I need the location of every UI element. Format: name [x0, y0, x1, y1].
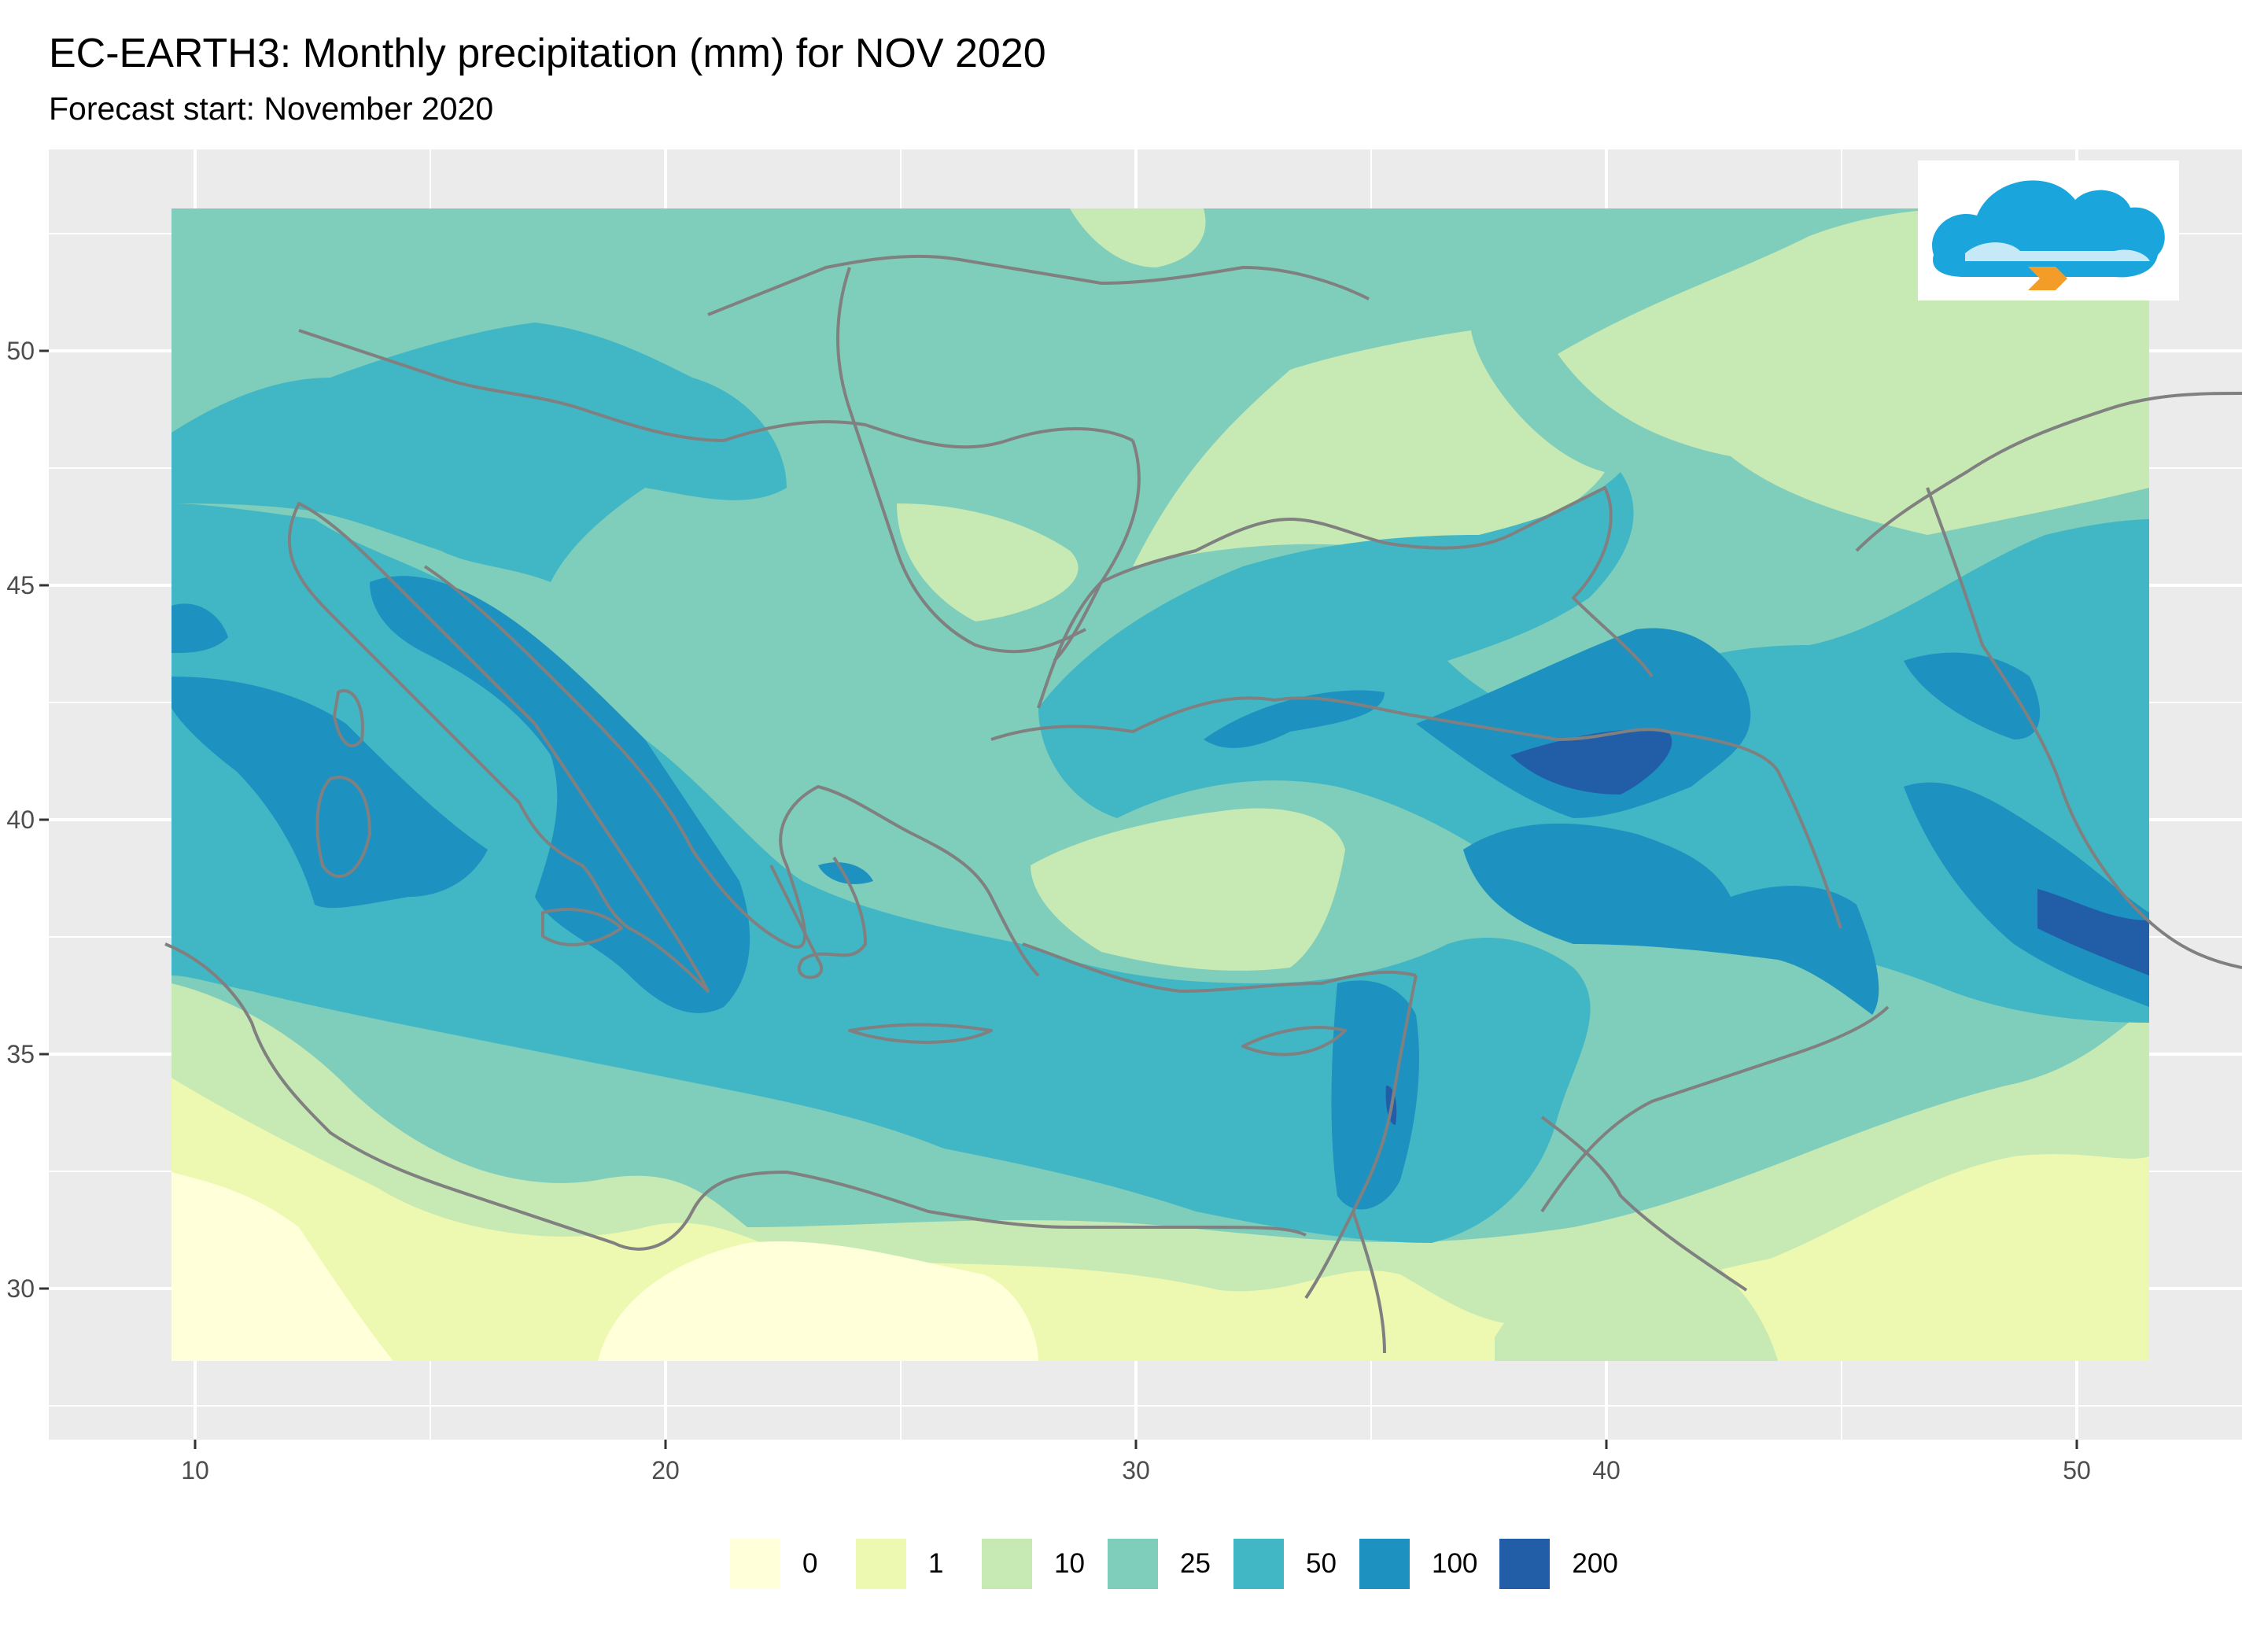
field-zone-10-ukraine — [1133, 330, 1605, 566]
field-zone-200-georgia — [1510, 729, 1672, 795]
coastline-north-africa — [164, 942, 1307, 1251]
coastline-cyprus — [1241, 1026, 1347, 1056]
x-tick-label: 30 — [1122, 1456, 1150, 1484]
field-zone-10-romania — [897, 503, 1079, 621]
legend-item: 0 — [728, 1537, 834, 1591]
x-tick-label: 10 — [181, 1456, 209, 1484]
y-tick-label: 45 — [6, 571, 35, 599]
chart-title: EC-EARTH3: Monthly precipitation (mm) fo… — [49, 31, 1046, 76]
legend-swatch — [1106, 1537, 1160, 1591]
field-zone-100-levant — [1331, 980, 1419, 1210]
field-zone-100-tyrrhenian — [171, 677, 488, 909]
legend-swatch — [854, 1537, 908, 1591]
coastline-levant — [1304, 975, 1418, 1354]
legend-swatch — [980, 1537, 1034, 1591]
x-tick-label: 20 — [651, 1456, 680, 1484]
legend-label: 10 — [1054, 1548, 1085, 1579]
logo — [1918, 160, 2179, 301]
coastline-balkans — [423, 565, 1040, 977]
field-zone-200-caspian — [2037, 889, 2149, 975]
legend-item: 1 — [854, 1537, 960, 1591]
field-zone-100-caucasus — [1416, 628, 1751, 818]
field-zone-100-iran — [1904, 652, 2041, 739]
y-tick-label: 35 — [6, 1040, 35, 1068]
border-eastern-europe — [836, 267, 1141, 662]
legend: 0 1 10 25 50 100 200 — [728, 1536, 1639, 1592]
border-east-russia — [1855, 392, 2242, 552]
country-borders — [164, 254, 2242, 1354]
cloud-logo-icon — [1932, 180, 2165, 290]
field-zone-10-anatolia — [1031, 808, 1345, 971]
legend-label: 1 — [928, 1548, 944, 1579]
field-zone-0-egypt — [598, 1241, 1038, 1361]
legend-swatch — [1358, 1537, 1411, 1591]
legend-label: 200 — [1572, 1548, 1618, 1579]
field-zone-50-alps — [171, 323, 787, 582]
x-tick-label: 50 — [2063, 1456, 2091, 1484]
legend-item: 200 — [1498, 1537, 1618, 1591]
border-middle-east — [1540, 1005, 1890, 1292]
coastline-greece — [769, 856, 867, 979]
coastline-blacksea — [1037, 486, 1654, 709]
coastline-italy — [287, 502, 710, 993]
y-tick-label: 40 — [6, 806, 35, 834]
coastline-turkey — [990, 696, 1842, 993]
coastline-crete — [848, 1023, 993, 1044]
field-zone-100-ligurian — [171, 603, 228, 653]
legend-swatch — [1498, 1537, 1552, 1591]
legend-swatch — [728, 1537, 782, 1591]
legend-item: 25 — [1106, 1537, 1211, 1591]
precipitation-field — [171, 208, 2149, 1361]
coastline-corsica — [333, 689, 364, 747]
legend-swatch — [1232, 1537, 1285, 1591]
field-zone-10-belarus — [1070, 208, 1206, 267]
field-zone-100-turkey-s — [1463, 823, 1879, 1015]
legend-label: 50 — [1306, 1548, 1337, 1579]
y-tick-label: 30 — [6, 1274, 35, 1303]
legend-label: 100 — [1432, 1548, 1478, 1579]
legend-item: 50 — [1232, 1537, 1337, 1591]
field-zone-100-turkey-n — [1204, 690, 1385, 748]
legend-label: 0 — [802, 1548, 818, 1579]
field-zone-100-aegean — [818, 862, 873, 884]
field-zone-0-libya — [171, 1172, 393, 1361]
axis-ticks: 10 20 30 40 50 30 35 40 45 50 — [6, 337, 2090, 1484]
legend-item: 10 — [980, 1537, 1086, 1591]
border-central-europe — [298, 254, 1370, 449]
coastline-sicily — [541, 908, 623, 946]
y-tick-label: 50 — [6, 337, 35, 365]
coastline-caspian — [1926, 487, 2242, 969]
field-zone-10-arabia — [1495, 1224, 1778, 1361]
x-tick-label: 40 — [1592, 1456, 1621, 1484]
chart-subtitle: Forecast start: November 2020 — [49, 90, 494, 127]
legend-label: 25 — [1180, 1548, 1211, 1579]
legend-item: 100 — [1358, 1537, 1477, 1591]
coastline-sardinia — [315, 776, 371, 879]
